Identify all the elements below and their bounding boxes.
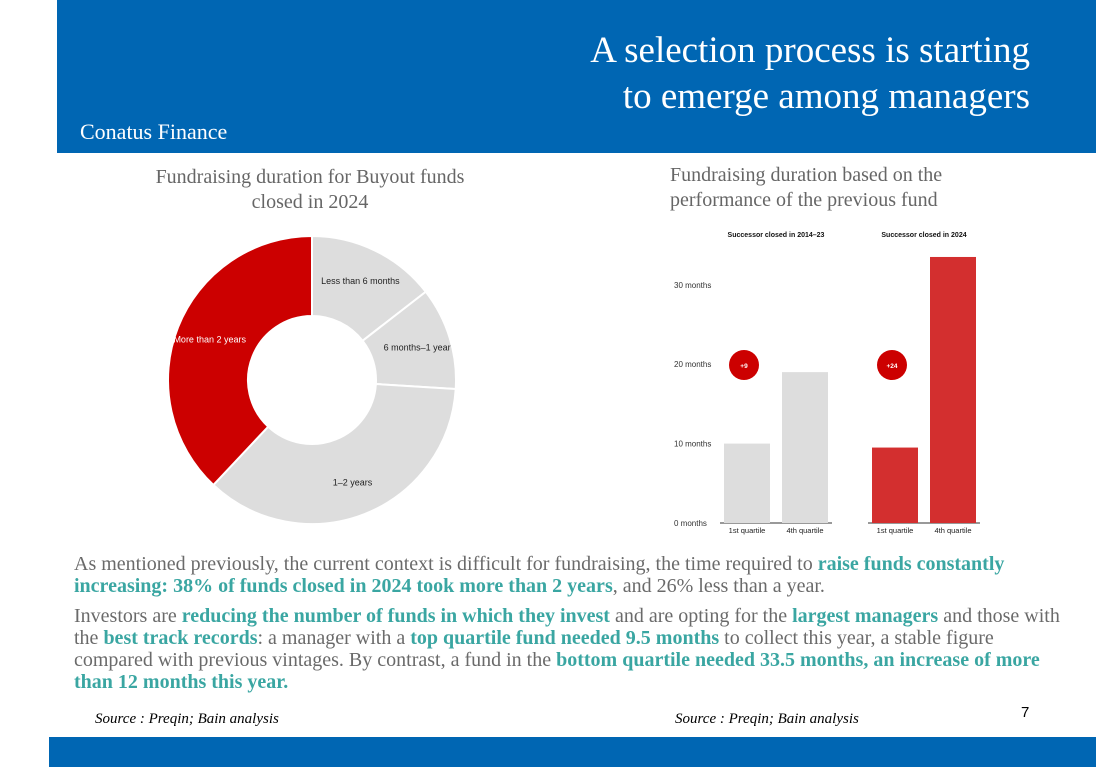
page-number: 7: [1021, 704, 1030, 721]
source-note-right: Source : Preqin; Bain analysis: [675, 711, 859, 727]
brand-name: Conatus Finance: [80, 119, 228, 144]
highlight-text: bottom quartile needed 33.5 months, an i…: [74, 649, 1040, 693]
bar: [930, 256, 976, 523]
paragraph-1: As mentioned previously, the current con…: [74, 553, 1074, 597]
donut-slice-label: More than 2 years: [173, 335, 246, 345]
x-tick-label: 1st quartile: [877, 526, 914, 535]
bar: [872, 447, 918, 523]
bar-title-line1: Fundraising duration based on the: [670, 164, 943, 186]
body-text: As mentioned previously, the current con…: [74, 553, 1074, 701]
bar-chart-title: Fundraising duration based on the perfor…: [670, 163, 1010, 213]
highlight-text: top quartile fund needed 9.5 months: [410, 627, 720, 649]
text-span: : a manager with a: [257, 627, 411, 649]
text-span: Investors are: [74, 605, 182, 627]
highlight-text: largest managers: [792, 605, 939, 627]
bar-chart: 0 months 10 months 20 months 30 months Succe…: [674, 232, 980, 535]
bar-group-title: Successor closed in 2024: [881, 232, 966, 239]
paragraph-2: Investors are reducing the number of fun…: [74, 605, 1074, 693]
bar: [782, 372, 828, 523]
header-banner: A selection process is starting to emerg…: [57, 0, 1096, 153]
difference-badge: [729, 350, 759, 380]
bar-group-title: Successor closed in 2014–23: [728, 232, 825, 239]
difference-badge: [877, 350, 907, 380]
donut-chart: Less than 6 months 6 months–1 year 1–2 yea…: [167, 234, 457, 525]
bar-title-line2: performance of the previous fund: [670, 189, 938, 211]
y-tick-label: 10 months: [674, 440, 711, 449]
donut-slice: [167, 234, 313, 487]
highlight-text: reducing the number of funds in which th…: [181, 605, 610, 627]
x-tick-label: 4th quartile: [786, 526, 823, 535]
donut-slice: [311, 234, 428, 343]
y-tick-label: 30 months: [674, 281, 711, 290]
text-span: to collect this year, a stable figure co…: [74, 627, 994, 671]
difference-badge-label: +24: [886, 363, 897, 370]
bar: [724, 443, 770, 523]
y-tick-label: 20 months: [674, 360, 711, 369]
x-tick-label: 4th quartile: [934, 526, 971, 535]
text-span: and those with the: [74, 605, 1060, 649]
page-title: A selection process is starting to emerg…: [590, 28, 1030, 120]
highlight-text: best track records: [103, 627, 258, 649]
text-span: , and 26% less than a year.: [612, 575, 825, 597]
donut-slice: [212, 382, 457, 525]
text-span: As mentioned previously, the current con…: [74, 553, 818, 575]
page-title-line1: A selection process is starting: [590, 30, 1030, 71]
donut-slice-label: 6 months–1 year: [384, 343, 451, 353]
donut-chart-title: Fundraising duration for Buyout funds cl…: [110, 165, 510, 215]
donut-slice-label: 1–2 years: [333, 477, 373, 487]
donut-title-line1: Fundraising duration for Buyout funds: [155, 166, 465, 188]
highlight-text: raise funds constantly increasing: 38% o…: [74, 553, 1005, 597]
page-title-line2: to emerge among managers: [622, 76, 1030, 117]
x-tick-label: 1st quartile: [729, 526, 766, 535]
footer-bar: [49, 737, 1096, 767]
difference-badge-label: +9: [740, 363, 748, 370]
y-tick-label: 0 months: [674, 519, 707, 528]
donut-slice-label: Less than 6 months: [321, 276, 400, 286]
donut-title-line2: closed in 2024: [251, 191, 369, 213]
text-span: and are opting for the: [609, 605, 793, 627]
source-note-left: Source : Preqin; Bain analysis: [95, 711, 279, 727]
